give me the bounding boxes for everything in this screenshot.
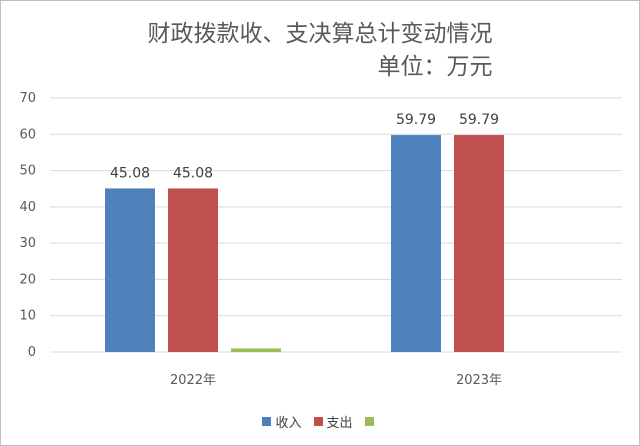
y-tick-label: 40 <box>19 200 36 215</box>
legend-swatch <box>262 417 272 426</box>
data-label: 59.79 <box>396 112 436 128</box>
bar <box>391 135 441 352</box>
legend-label: 支出 <box>326 416 353 431</box>
chart-title: 财政拨款收、支决算总计变动情况 <box>147 21 493 47</box>
y-tick-label: 50 <box>19 164 36 179</box>
y-tick-label: 0 <box>28 345 36 360</box>
bar <box>231 348 281 352</box>
legend: 收入 支出 <box>0 412 640 431</box>
legend-item <box>364 417 378 426</box>
legend-swatch <box>313 417 323 426</box>
legend-label: 收入 <box>275 416 302 431</box>
legend-item: 收入 <box>262 412 302 431</box>
legend-item: 支出 <box>313 412 353 431</box>
y-tick-label: 20 <box>19 272 36 287</box>
x-tick-label: 2023年 <box>456 373 502 388</box>
data-label: 59.79 <box>459 112 499 128</box>
y-tick-label: 70 <box>19 91 36 106</box>
data-label: 45.08 <box>110 165 150 181</box>
chart-subtitle: 单位：万元 <box>377 54 493 80</box>
bar <box>105 188 155 352</box>
data-label: 45.08 <box>173 165 213 181</box>
chart-subtitle-wrap: 单位：万元 <box>0 47 640 81</box>
y-tick-label: 60 <box>19 127 36 142</box>
bar <box>168 188 218 352</box>
x-tick-label: 2022年 <box>170 373 216 388</box>
y-tick-label: 30 <box>19 236 36 251</box>
y-tick-label: 10 <box>19 309 36 324</box>
bar <box>454 135 504 352</box>
legend-swatch <box>364 417 374 426</box>
